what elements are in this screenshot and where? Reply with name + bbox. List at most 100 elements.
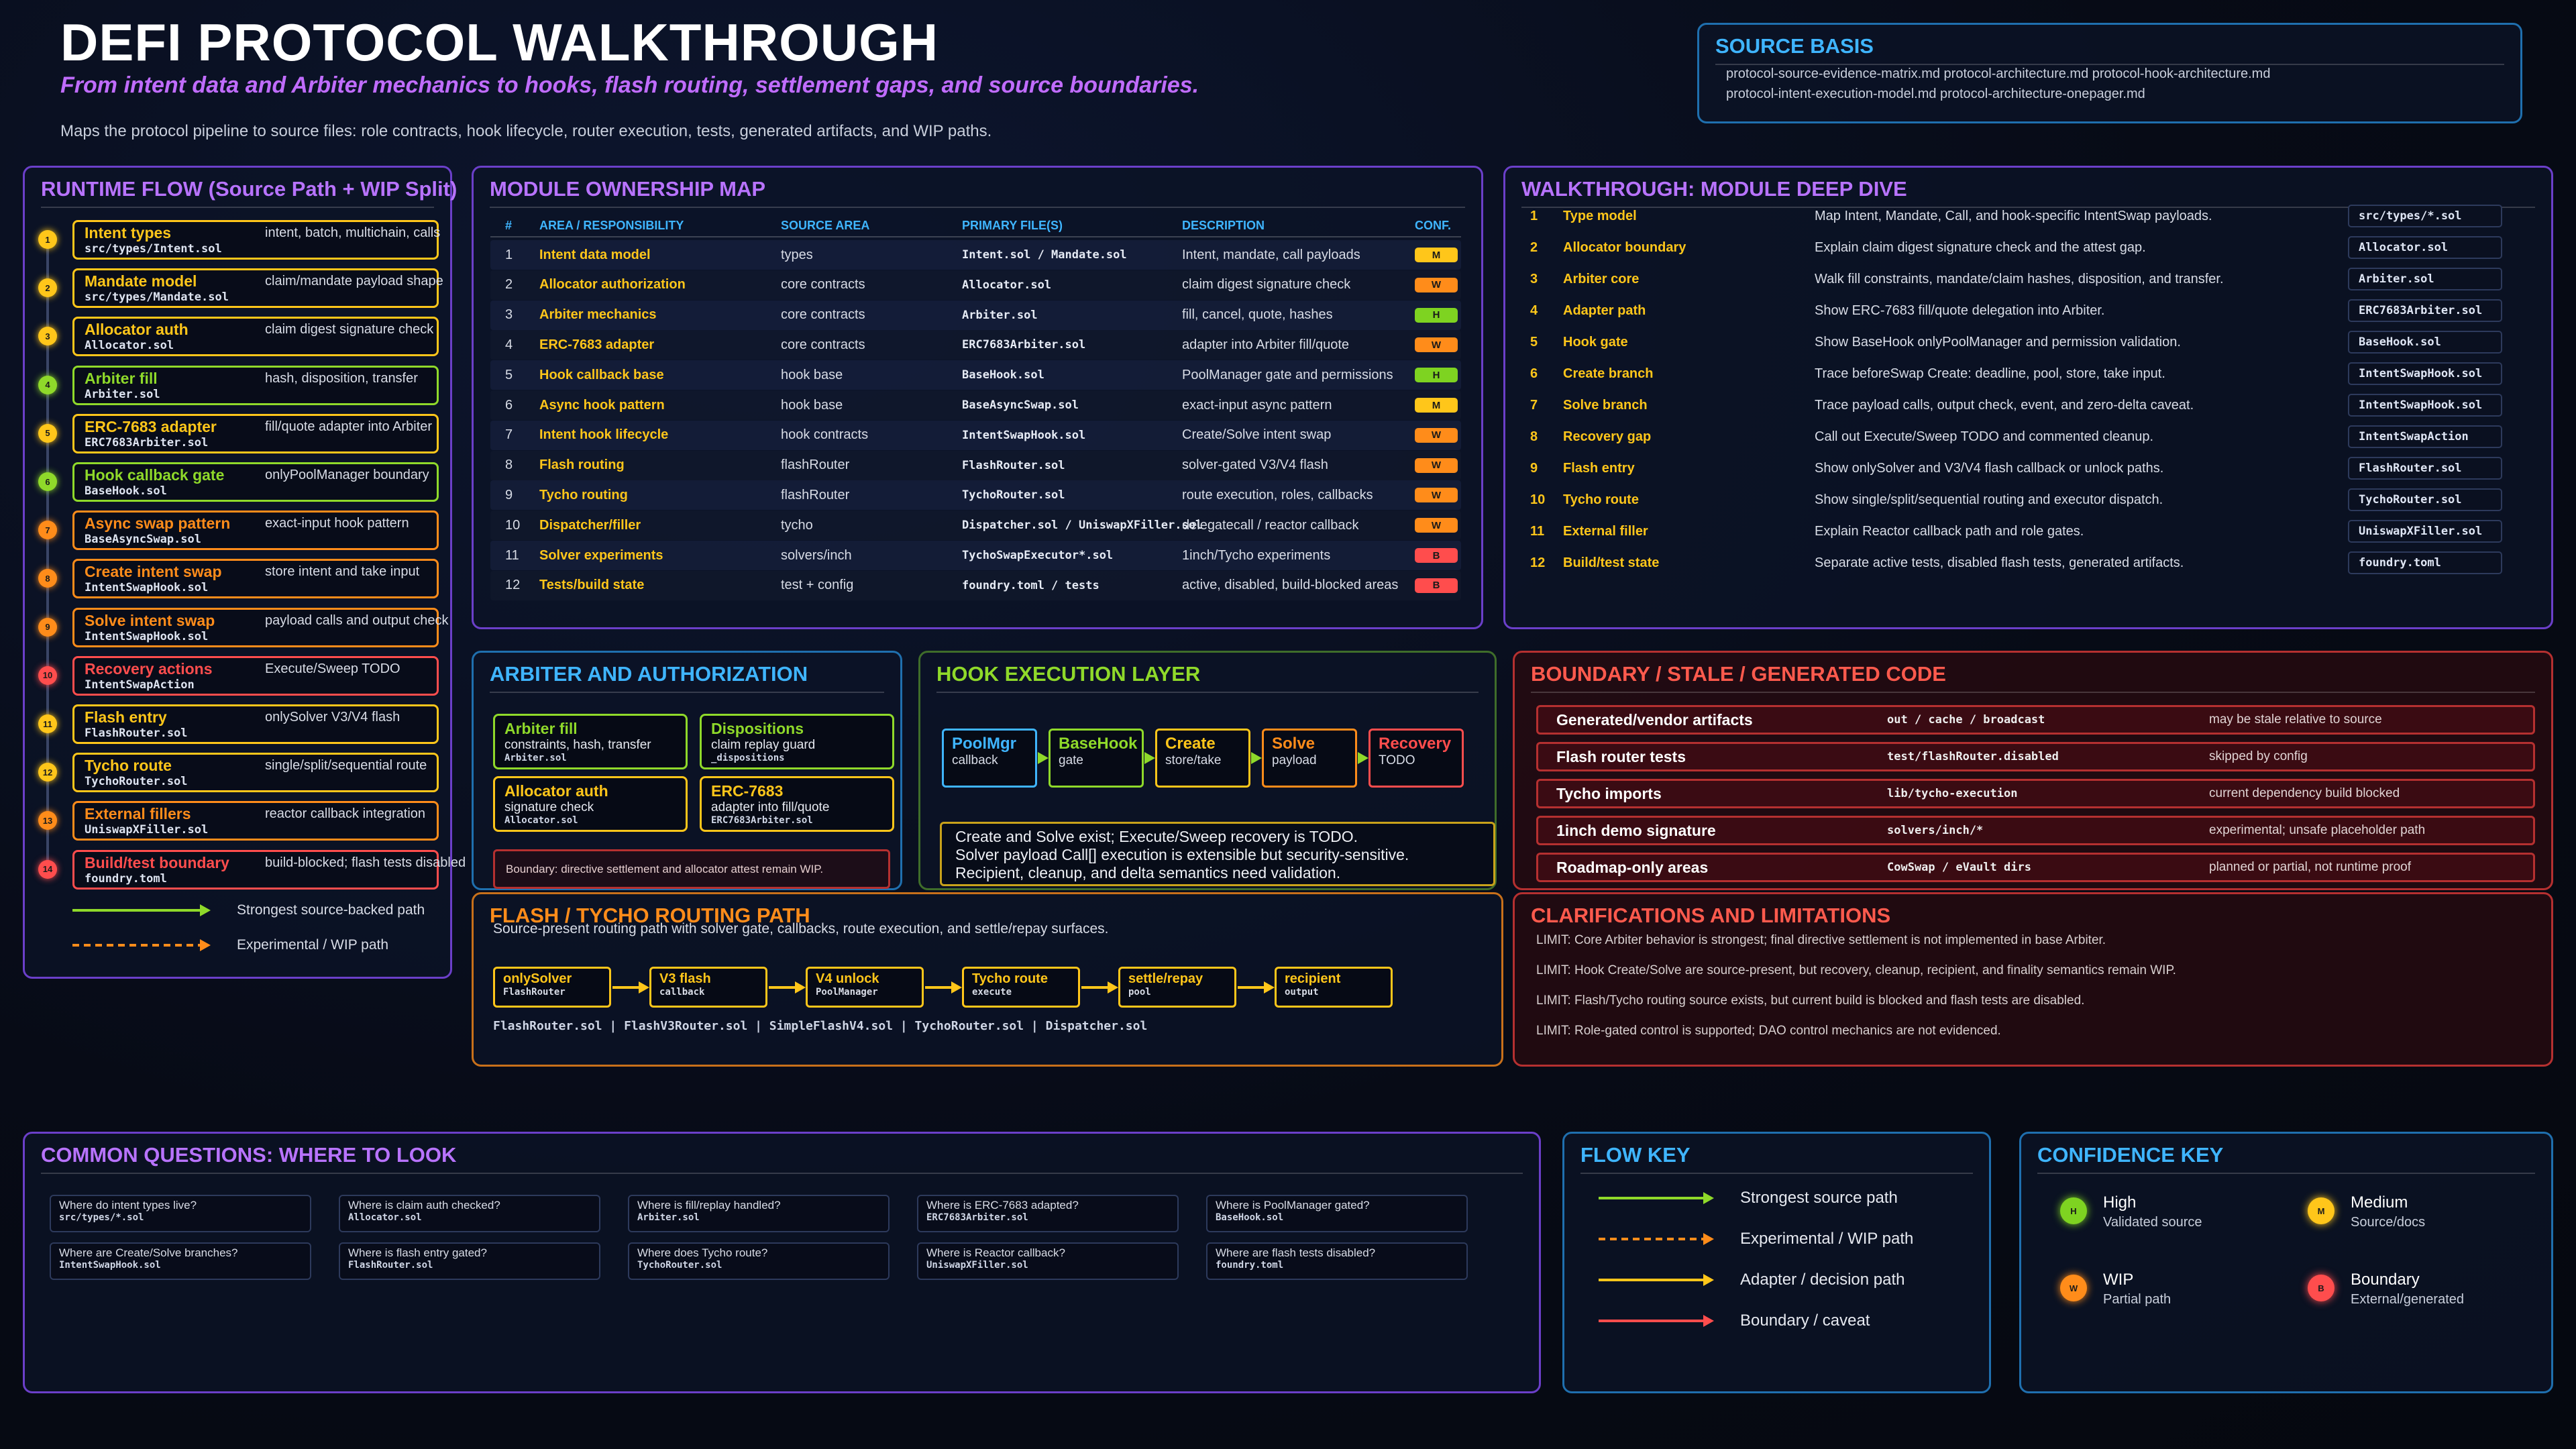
node-title: recipient <box>1285 971 1341 986</box>
walkthrough-description: Trace beforeSwap Create: deadline, pool,… <box>1815 366 2165 381</box>
table-row: 5 Hook callback base hook base BaseHook.sol… <box>490 360 1461 390</box>
walkthrough-title: Hook gate <box>1563 334 1628 350</box>
question: Where do intent types live? <box>59 1199 197 1212</box>
walkthrough-description: Show BaseHook onlyPoolManager and permis… <box>1815 334 2181 350</box>
node-sub: FlashRouter <box>503 987 566 998</box>
step-title: Mandate model <box>85 272 197 290</box>
card-file: Arbiter.sol <box>504 753 567 763</box>
walkthrough-title: Create branch <box>1563 366 1654 381</box>
node-title: Tycho route <box>972 971 1048 986</box>
step-file: ERC7683Arbiter.sol <box>85 435 209 449</box>
hook-note-line: Solver payload Call[] execution is exten… <box>955 846 1409 863</box>
step-title: Build/test boundary <box>85 853 229 871</box>
card-file: _dispositions <box>711 753 785 763</box>
question-file: UniswapXFiller.sol <box>926 1260 1028 1271</box>
step-note: store intent and take input <box>265 564 420 580</box>
table-cell: adapter into Arbiter fill/quote <box>1182 337 1350 352</box>
boundary-path: solvers/inch/* <box>1887 824 1984 837</box>
route-node: V4 unlock PoolManager <box>806 967 924 1008</box>
table-cell: ERC7683Arbiter.sol <box>962 338 1086 352</box>
walkthrough-file: IntentSwapHook.sol <box>2348 362 2502 385</box>
common-questions-panel: COMMON QUESTIONS: WHERE TO LOOK Where do … <box>23 1132 1541 1393</box>
question-card: Where is PoolManager gated? BaseHook.sol <box>1206 1195 1468 1232</box>
table-cell: 12 <box>505 578 521 593</box>
conf-cell: B <box>1400 578 1467 593</box>
node-title: BaseHook <box>1059 735 1138 753</box>
route-arrow <box>612 981 649 994</box>
step-file: src/types/Intent.sol <box>85 242 222 256</box>
table-cell: core contracts <box>781 277 865 292</box>
boundary-label: Flash router tests <box>1556 747 1686 765</box>
arbiter-note: Boundary: directive settlement and alloc… <box>493 849 890 889</box>
table-cell: FlashRouter.sol <box>962 458 1065 472</box>
walkthrough-description: Show onlySolver and V3/V4 flash callback… <box>1815 460 2164 476</box>
step-note: onlyPoolManager boundary <box>265 468 429 482</box>
boundary-note: may be stale relative to source <box>2209 712 2382 727</box>
table-cell: Arbiter mechanics <box>539 307 657 323</box>
table-cell: Intent data model <box>539 247 651 262</box>
source-file-line: protocol-intent-execution-model.md proto… <box>1726 87 2145 101</box>
walkthrough-number: 9 <box>1530 460 1538 476</box>
walkthrough-number: 5 <box>1530 334 1538 350</box>
walkthrough-file: UniswapXFiller.sol <box>2348 520 2502 543</box>
node-sub: store/take <box>1165 753 1222 767</box>
table-cell: flashRouter <box>781 487 850 502</box>
walkthrough-title: Build/test state <box>1563 555 1660 570</box>
walkthrough-description: Show ERC-7683 fill/quote delegation into… <box>1815 303 2105 318</box>
table-row: 11 Solver experiments solvers/inch TychoSwa… <box>490 541 1461 570</box>
table-row: 8 Flash routing flashRouter FlashRouter.sol… <box>490 451 1461 480</box>
boundary-note: skipped by config <box>2209 749 2308 763</box>
step-box: Recovery actions IntentSwapAction Execute/… <box>72 655 439 696</box>
confidence-label: Medium <box>2351 1193 2408 1212</box>
flash-routing-panel: FLASH / TYCHO ROUTING PATH Source-present… <box>472 892 1503 1067</box>
table-cell: core contracts <box>781 307 865 323</box>
boundary-note: planned or partial, not runtime proof <box>2209 860 2412 874</box>
walkthrough-file: TychoRouter.sol <box>2348 488 2502 511</box>
step-note: fill/quote adapter into Arbiter <box>265 419 433 434</box>
step-note: reactor callback integration <box>265 806 426 822</box>
question-card: Where are flash tests disabled? foundry.t… <box>1206 1242 1468 1280</box>
walkthrough-row: 7 Solve branch Trace payload calls, output… <box>1530 390 2524 420</box>
boundary-label: 1inch demo signature <box>1556 821 1716 839</box>
step-number: 1 <box>38 230 57 249</box>
node-title: PoolMgr <box>952 735 1016 753</box>
panel-title: COMMON QUESTIONS: WHERE TO LOOK <box>41 1143 1523 1174</box>
node-sub: output <box>1285 987 1319 998</box>
walkthrough-file: ERC7683Arbiter.sol <box>2348 299 2502 322</box>
node-sub: TODO <box>1379 753 1415 767</box>
step-number: 4 <box>38 375 57 394</box>
table-cell: flashRouter <box>781 458 850 473</box>
table-cell: Intent hook lifecycle <box>539 427 669 443</box>
confidence-badge: M <box>1415 398 1458 413</box>
table-cell: hook contracts <box>781 427 869 443</box>
column-header: CONF. <box>1415 218 1451 232</box>
page-subtitle: From intent data and Arbiter mechanics t… <box>60 72 1199 98</box>
flow-key-panel: FLOW KEY Strongest source path Experimenta… <box>1562 1132 1991 1393</box>
table-row: 3 Arbiter mechanics core contracts Arbiter.… <box>490 300 1461 330</box>
table-cell: test + config <box>781 578 854 593</box>
step-file: Arbiter.sol <box>85 387 160 401</box>
walkthrough-row: 2 Allocator boundary Explain claim digest … <box>1530 233 2524 262</box>
walkthrough-number: 8 <box>1530 429 1538 444</box>
table-cell: claim digest signature check <box>1182 277 1351 292</box>
question-card: Where do intent types live? src/types/*.s… <box>50 1195 311 1232</box>
table-row: 9 Tycho routing flashRouter TychoRouter.sol… <box>490 480 1461 511</box>
step-number: 9 <box>38 617 57 637</box>
confidence-badge: W <box>1415 427 1458 443</box>
hook-note-line: Create and Solve exist; Execute/Sweep re… <box>955 828 1358 845</box>
table-cell: BaseHook.sol <box>962 368 1044 382</box>
table-cell: hook base <box>781 367 843 382</box>
column-header: DESCRIPTION <box>1182 218 1265 232</box>
walkthrough-number: 12 <box>1530 555 1546 570</box>
route-node: V3 flash callback <box>649 967 767 1008</box>
walkthrough-file: Allocator.sol <box>2348 236 2502 259</box>
table-cell: Intent.sol / Mandate.sol <box>962 248 1127 262</box>
step-title: External fillers <box>85 805 191 823</box>
table-cell: solvers/inch <box>781 547 852 563</box>
step-box: External fillers UniswapXFiller.sol reacto… <box>72 801 439 841</box>
conf-cell: H <box>1400 368 1467 383</box>
step-note: exact-input hook pattern <box>265 516 409 531</box>
card-text: constraints, hash, transfer <box>504 738 651 752</box>
conf-cell: W <box>1400 458 1467 473</box>
